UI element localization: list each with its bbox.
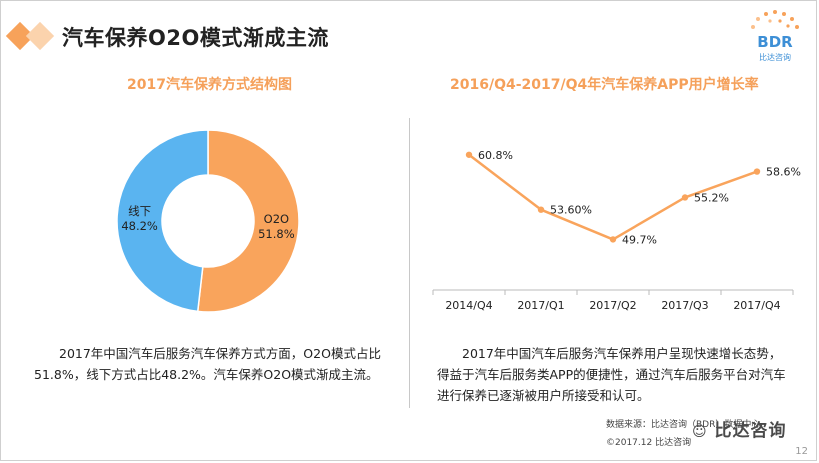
- x-tick-label: 2017/Q1: [517, 299, 564, 312]
- watermark-text: 比达咨询: [714, 421, 787, 441]
- donut-slice-label: 线下: [128, 204, 151, 218]
- data-label: 49.7%: [622, 233, 657, 246]
- x-tick-label: 2017/Q4: [733, 299, 780, 312]
- line-point: [681, 194, 689, 201]
- data-label: 53.60%: [550, 204, 592, 217]
- source-note: 数据来源：比达咨询（BDR）数据中心 ©2017.12 比达咨询: [606, 419, 760, 449]
- donut-description: 2017年中国汽车后服务汽车保养方式方面，O2O模式占比51.8%，线下方式占比…: [34, 346, 381, 382]
- wechat-icon: ☺: [692, 424, 708, 440]
- data-label: 60.8%: [478, 149, 513, 162]
- line-point: [465, 151, 473, 158]
- logo-subtext: 比达咨询: [759, 52, 791, 62]
- x-tick-label: 2017/Q3: [661, 299, 708, 312]
- donut-slice-1: [116, 129, 209, 313]
- donut-slice-value: 51.8%: [258, 227, 295, 241]
- copyright-line: ©2017.12 比达咨询: [606, 438, 692, 448]
- x-tick-label: 2014/Q4: [445, 299, 492, 312]
- line-description: 2017年中国汽车后服务汽车保养用户呈现快速增长态势，得益于汽车后服务类APP的…: [437, 346, 786, 403]
- line-point: [609, 236, 617, 243]
- donut-slice-0: [196, 129, 300, 313]
- line-point: [753, 168, 761, 175]
- donut-slice-label: O2O: [264, 212, 289, 226]
- bdr-logo: BDR 比达咨询: [751, 10, 799, 62]
- logo-dots-icon: [751, 10, 799, 29]
- divider-line: [409, 118, 410, 408]
- source-line: 数据来源：比达咨询（BDR）数据中心: [606, 420, 761, 430]
- x-tick-label: 2017/Q2: [589, 299, 636, 312]
- donut-slice-value: 48.2%: [121, 219, 158, 233]
- donut-chart-title: 2017汽车保养方式结构图: [127, 77, 292, 93]
- data-label: 55.2%: [694, 191, 729, 204]
- line-chart-title: 2016/Q4-2017/Q4年汽车保养APP用户增长率: [450, 77, 759, 93]
- line-chart: 2014/Q4 2017/Q1 2017/Q2 2017/Q3 2017/Q4 60.8%…: [432, 149, 801, 312]
- slide-title: 汽车保养O2O模式渐成主流: [62, 26, 329, 50]
- logo-text: BDR: [757, 33, 793, 51]
- line-point: [537, 206, 545, 213]
- data-label: 58.6%: [766, 166, 801, 179]
- page-number: 12: [795, 446, 808, 457]
- watermark: ☺ 比达咨询: [692, 416, 787, 441]
